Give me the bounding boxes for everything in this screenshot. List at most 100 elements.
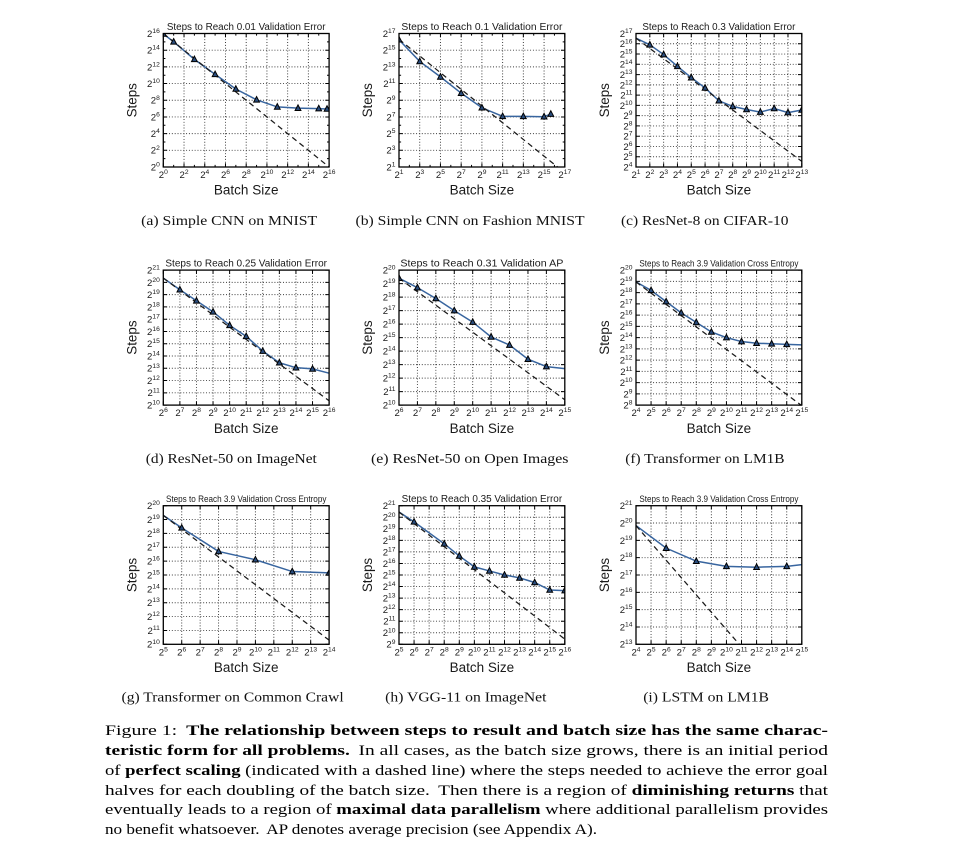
svg-text:27: 27 (677, 407, 686, 419)
svg-text:27: 27 (714, 169, 723, 181)
svg-text:211: 211 (240, 407, 253, 419)
svg-text:(b) Simple CNN on Fashion MNIS: (b) Simple CNN on Fashion MNIST (355, 214, 584, 229)
svg-text:212: 212 (503, 407, 516, 419)
svg-text:214: 214 (383, 581, 396, 593)
svg-text:217: 217 (147, 314, 160, 326)
svg-text:211: 211 (483, 646, 496, 658)
svg-text:213: 213 (383, 61, 396, 73)
svg-text:29: 29 (707, 407, 716, 419)
svg-text:25: 25 (159, 646, 168, 658)
svg-text:220: 220 (147, 277, 160, 289)
svg-text:213: 213 (620, 69, 633, 81)
svg-text:220: 220 (147, 500, 160, 512)
svg-text:212: 212 (281, 169, 294, 181)
svg-text:(a) Simple CNN on MNIST: (a) Simple CNN on MNIST (141, 214, 317, 229)
svg-text:(h) VGG-11 on ImageNet: (h) VGG-11 on ImageNet (385, 691, 546, 706)
svg-text:215: 215 (620, 49, 633, 61)
svg-text:26: 26 (177, 646, 186, 658)
svg-text:29: 29 (386, 639, 395, 651)
svg-text:215: 215 (147, 570, 160, 582)
svg-text:29: 29 (450, 407, 459, 419)
svg-text:213: 213 (304, 646, 317, 658)
svg-text:211: 211 (768, 169, 781, 181)
svg-text:219: 219 (383, 278, 396, 290)
svg-text:210: 210 (223, 407, 236, 419)
svg-text:217: 217 (147, 542, 160, 554)
svg-text:29: 29 (455, 646, 464, 658)
svg-text:219: 219 (383, 523, 396, 535)
svg-text:218: 218 (383, 535, 396, 547)
svg-text:217: 217 (620, 28, 633, 40)
svg-text:211: 211 (735, 407, 748, 419)
svg-text:211: 211 (268, 646, 281, 658)
svg-text:214: 214 (528, 646, 541, 658)
svg-text:210: 210 (147, 78, 160, 90)
svg-text:20: 20 (151, 162, 160, 174)
svg-text:220: 220 (383, 265, 396, 277)
svg-text:215: 215 (383, 332, 396, 344)
svg-text:212: 212 (256, 407, 269, 419)
svg-text:219: 219 (147, 289, 160, 301)
svg-text:221: 221 (383, 500, 396, 512)
svg-text:212: 212 (286, 646, 299, 658)
svg-text:26: 26 (410, 646, 419, 658)
svg-text:217: 217 (620, 298, 633, 310)
svg-text:213: 213 (147, 363, 160, 375)
svg-text:(g) Transformer on Common Craw: (g) Transformer on Common Crawl (122, 691, 344, 706)
svg-text:214: 214 (323, 646, 336, 658)
svg-text:211: 211 (383, 386, 396, 398)
svg-text:23: 23 (386, 145, 395, 157)
svg-text:Batch Size: Batch Size (214, 421, 279, 436)
svg-text:213: 213 (513, 646, 526, 658)
svg-text:28: 28 (242, 169, 251, 181)
svg-text:22: 22 (645, 169, 654, 181)
svg-text:216: 216 (620, 310, 633, 322)
svg-text:29: 29 (209, 407, 218, 419)
svg-text:212: 212 (782, 169, 795, 181)
svg-text:211: 211 (735, 646, 748, 658)
svg-text:216: 216 (558, 646, 571, 658)
svg-text:26: 26 (662, 646, 671, 658)
svg-text:27: 27 (677, 646, 686, 658)
svg-text:216: 216 (323, 169, 336, 181)
svg-text:25: 25 (647, 407, 656, 419)
svg-text:211: 211 (383, 78, 396, 90)
svg-text:24: 24 (673, 169, 682, 181)
svg-text:26: 26 (394, 407, 403, 419)
svg-text:217: 217 (383, 28, 396, 40)
svg-text:26: 26 (151, 111, 160, 123)
svg-text:212: 212 (383, 604, 396, 616)
svg-text:214: 214 (383, 346, 396, 358)
svg-text:29: 29 (232, 646, 241, 658)
svg-text:213: 213 (620, 343, 633, 355)
svg-text:215: 215 (383, 45, 396, 57)
svg-text:26: 26 (701, 169, 710, 181)
svg-text:217: 217 (383, 546, 396, 558)
svg-text:212: 212 (383, 373, 396, 385)
svg-text:22: 22 (179, 169, 188, 181)
svg-text:214: 214 (147, 351, 160, 363)
svg-text:28: 28 (431, 407, 440, 419)
svg-text:Steps to Reach 3.9 Validation: Steps to Reach 3.9 Validation Cross Entr… (639, 494, 798, 504)
svg-text:220: 220 (383, 512, 396, 524)
svg-text:214: 214 (302, 169, 315, 181)
svg-text:Steps to Reach 0.35 Validation: Steps to Reach 0.35 Validation Error (402, 494, 563, 505)
svg-text:211: 211 (485, 407, 498, 419)
svg-text:26: 26 (623, 141, 632, 153)
svg-text:29: 29 (742, 169, 751, 181)
svg-text:Steps: Steps (124, 558, 139, 593)
svg-text:215: 215 (306, 407, 319, 419)
svg-text:210: 210 (147, 639, 160, 651)
svg-text:28: 28 (440, 646, 449, 658)
svg-text:21: 21 (386, 162, 395, 174)
svg-text:214: 214 (147, 583, 160, 595)
svg-text:210: 210 (249, 646, 262, 658)
svg-text:25: 25 (394, 646, 403, 658)
svg-text:212: 212 (147, 375, 160, 387)
svg-text:Batch Size: Batch Size (687, 183, 752, 198)
svg-text:213: 213 (147, 597, 160, 609)
svg-text:27: 27 (175, 407, 184, 419)
svg-text:210: 210 (466, 407, 479, 419)
svg-text:215: 215 (383, 570, 396, 582)
svg-text:(c) ResNet-8 on CIFAR-10: (c) ResNet-8 on CIFAR-10 (621, 214, 788, 229)
